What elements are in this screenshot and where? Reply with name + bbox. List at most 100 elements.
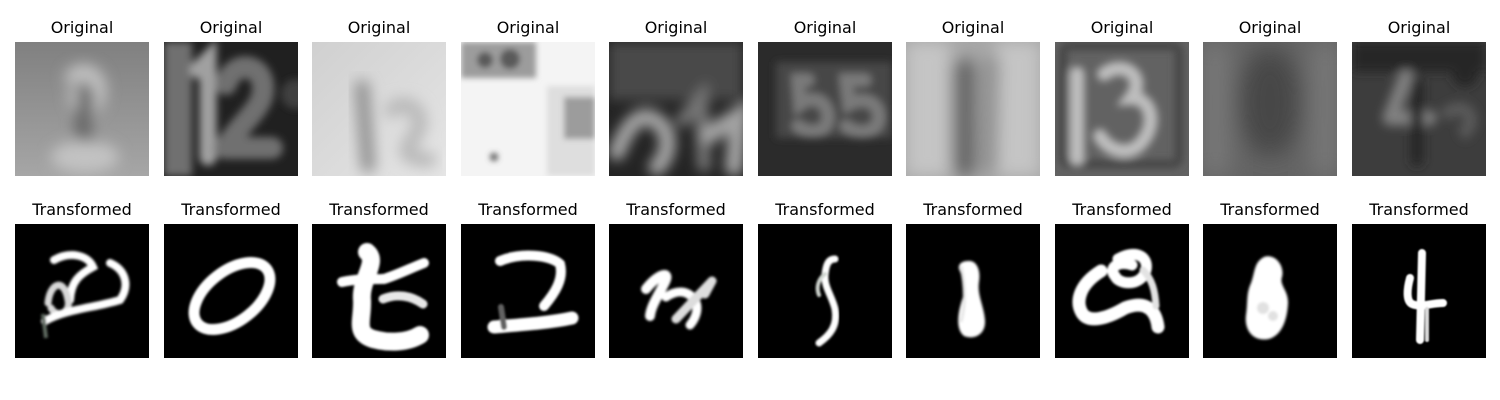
original-image-7-svg: [906, 42, 1040, 176]
transformed-panel-9-title: Transformed: [1220, 200, 1320, 219]
original-panel-8-title: Original: [1090, 18, 1154, 37]
original-panel-6-title: Original: [793, 18, 857, 37]
original-image-9-svg: [1203, 42, 1337, 176]
original-image-7: [906, 42, 1040, 176]
transformed-image-6-svg: [758, 224, 892, 358]
transformed-panel-8-title: Transformed: [1072, 200, 1172, 219]
transformed-image-8-svg: [1055, 224, 1189, 358]
transformed-panel-3: Transformed: [312, 196, 446, 358]
original-image-2-svg: [164, 42, 298, 176]
transformed-image-7: [906, 224, 1040, 358]
original-panel-2: Original: [164, 14, 298, 176]
transformed-panel-8: Transformed: [1055, 196, 1189, 358]
original-image-1: [15, 42, 149, 176]
transformed-image-1-svg: [15, 224, 149, 358]
original-image-6-svg: [758, 42, 892, 176]
original-image-8-strokes: [1059, 42, 1183, 168]
transformed-panel-4: Transformed: [461, 196, 595, 358]
original-image-8: [1055, 42, 1189, 176]
original-image-4-svg: [461, 42, 595, 176]
transformed-image-1-glyph: [41, 251, 130, 339]
original-image-4-regions: [461, 42, 595, 176]
original-image-1-strokes: [51, 64, 119, 173]
original-image-3-strokes: [355, 80, 437, 173]
transformed-panel-10: Transformed: [1352, 196, 1486, 358]
transformed-image-9-glyph: [1245, 256, 1289, 340]
transformed-image-3-svg: [312, 224, 446, 358]
transformed-image-2-background: [164, 224, 298, 358]
original-image-8-svg: [1055, 42, 1189, 176]
transformed-panel-10-title: Transformed: [1369, 200, 1469, 219]
transformed-image-6: [758, 224, 892, 358]
original-image-10-strokes: [1352, 42, 1486, 167]
transformed-image-9: [1203, 224, 1337, 358]
transformed-image-4-svg: [461, 224, 595, 358]
original-panel-9: Original: [1203, 14, 1337, 176]
transformed-panel-6-title: Transformed: [775, 200, 875, 219]
transformed-image-10-glyph: [1403, 249, 1447, 344]
transformed-image-10: [1352, 224, 1486, 358]
original-panel-10-title: Original: [1387, 18, 1451, 37]
transformed-image-row: Transformed Transformed: [0, 196, 1500, 358]
original-image-6: [758, 42, 892, 176]
transformed-panel-3-title: Transformed: [329, 200, 429, 219]
transformed-image-2-glyph: [188, 257, 276, 335]
transformed-image-5: [609, 224, 743, 358]
original-image-2: [164, 42, 298, 176]
original-image-10: [1352, 42, 1486, 176]
transformed-image-5-svg: [609, 224, 743, 358]
original-panel-7-title: Original: [941, 18, 1005, 37]
original-image-10-svg: [1352, 42, 1486, 176]
transformed-image-2-svg: [164, 224, 298, 358]
transformed-image-4: [461, 224, 595, 358]
original-image-2-strokes: [164, 42, 298, 176]
transformed-image-4-background: [461, 224, 595, 358]
original-panel-4-title: Original: [496, 18, 560, 37]
original-panel-2-title: Original: [199, 18, 263, 37]
original-panel-3: Original: [312, 14, 446, 176]
transformed-panel-4-title: Transformed: [478, 200, 578, 219]
original-image-9: [1203, 42, 1337, 176]
transformed-image-10-svg: [1352, 224, 1486, 358]
transformed-panel-7-title: Transformed: [923, 200, 1023, 219]
transformed-image-6-glyph: [815, 255, 840, 347]
original-panel-5-title: Original: [644, 18, 708, 37]
original-image-3: [312, 42, 446, 176]
original-panel-3-title: Original: [347, 18, 411, 37]
transformed-image-9-svg: [1203, 224, 1337, 358]
transformed-panel-1-title: Transformed: [32, 200, 132, 219]
transformed-image-8: [1055, 224, 1189, 358]
transformed-panel-9: Transformed: [1203, 196, 1337, 358]
original-panel-10: Original: [1352, 14, 1486, 176]
original-image-7-strokes: [906, 42, 1040, 176]
transformed-image-1: [15, 224, 149, 358]
original-image-1-svg: [15, 42, 149, 176]
transformed-image-5-glyph: [641, 269, 717, 330]
original-image-9-soft-regions: [1203, 42, 1337, 176]
original-panel-5: Original: [609, 14, 743, 176]
original-image-5: [609, 42, 743, 176]
transformed-panel-5: Transformed: [609, 196, 743, 358]
original-panel-4: Original: [461, 14, 595, 176]
transformed-image-1-background: [15, 224, 149, 358]
original-image-5-svg: [609, 42, 743, 176]
original-panel-6: Original: [758, 14, 892, 176]
transformed-image-3-glyph: [337, 243, 429, 351]
transformed-panel-2: Transformed: [164, 196, 298, 358]
original-panel-1-title: Original: [50, 18, 114, 37]
transformed-image-7-glyph: [958, 260, 986, 338]
transformed-panel-1: Transformed: [15, 196, 149, 358]
original-panel-7: Original: [906, 14, 1040, 176]
original-panel-8: Original: [1055, 14, 1189, 176]
original-image-3-svg: [312, 42, 446, 176]
original-panel-9-title: Original: [1238, 18, 1302, 37]
transformed-image-4-glyph: [487, 250, 579, 334]
transformed-panel-2-title: Transformed: [181, 200, 281, 219]
transformed-image-7-svg: [906, 224, 1040, 358]
original-image-6-strokes: [776, 62, 892, 139]
transformed-image-3: [312, 224, 446, 358]
transformed-panel-7: Transformed: [906, 196, 1040, 358]
original-image-row: Original: [0, 14, 1500, 176]
original-image-4: [461, 42, 595, 176]
transformed-image-8-glyph: [1072, 248, 1165, 334]
